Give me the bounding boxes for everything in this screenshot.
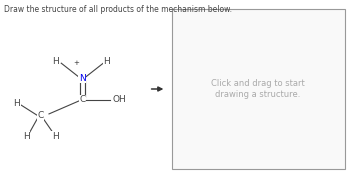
Text: Click and drag to start
drawing a structure.: Click and drag to start drawing a struct… (211, 79, 305, 99)
Text: C: C (79, 95, 85, 104)
Text: H: H (52, 132, 59, 141)
Text: H: H (103, 57, 110, 66)
Text: H: H (52, 57, 59, 66)
FancyBboxPatch shape (172, 9, 345, 169)
Text: H: H (13, 99, 20, 108)
Text: H: H (23, 132, 30, 141)
Text: +: + (74, 60, 79, 66)
Text: Draw the structure of all products of the mechanism below.: Draw the structure of all products of th… (4, 5, 231, 14)
Text: C: C (37, 111, 43, 120)
Text: OH: OH (112, 95, 126, 104)
Text: N: N (79, 74, 86, 83)
